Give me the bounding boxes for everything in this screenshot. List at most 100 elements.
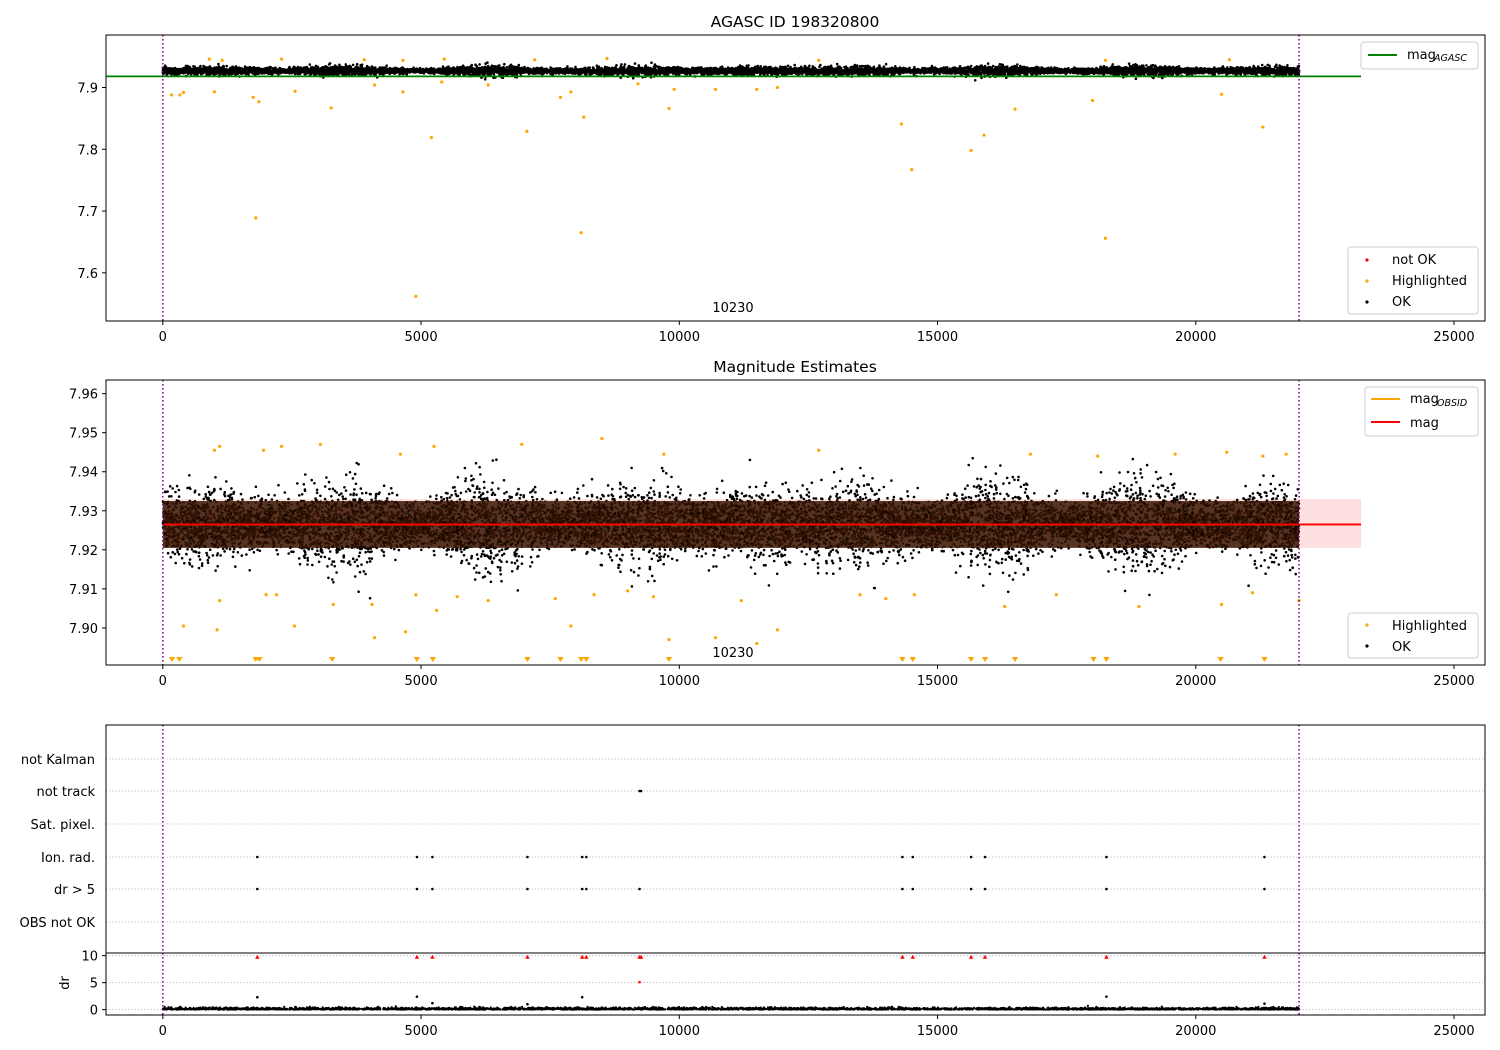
panel2-highlighted-point-40 bbox=[181, 624, 186, 628]
panel1-highlighted-point-9 bbox=[372, 83, 377, 87]
panel1-face bbox=[106, 35, 1485, 321]
panel3-flag-point-3-8 bbox=[969, 855, 973, 859]
panel1-highlighted-point-15 bbox=[525, 129, 529, 133]
panel1-highlighted-high-1 bbox=[220, 58, 224, 62]
panel2-highlighted-point-8 bbox=[600, 436, 604, 441]
panel2-highlighted-point-31 bbox=[858, 593, 862, 597]
legend-highlighted-marker bbox=[1365, 279, 1369, 283]
panel3-flag-point-4-6 bbox=[638, 887, 641, 891]
panel3-flag-point-4-9 bbox=[969, 887, 973, 891]
legend-mag-obsid-label: mag bbox=[1410, 392, 1439, 407]
panel3-dr-mid-point-6 bbox=[526, 1002, 529, 1006]
panel2-axes: 0 5000 10000 15000 20000 25000 7.90 7.91 7.92 7.9… bbox=[69, 379, 1486, 689]
panel1-highlighted-point-10 bbox=[401, 90, 405, 94]
panel1-xtick-label-0: 0 bbox=[159, 330, 167, 345]
panel3-flag-point-4-1 bbox=[415, 887, 419, 891]
panel2-highlighted-point-35 bbox=[1054, 593, 1058, 597]
panel1-highlighted-point-20 bbox=[636, 82, 640, 86]
panel3-row-label-5: OBS not OK bbox=[20, 916, 96, 931]
panel3-dr-clipped-5 bbox=[584, 954, 589, 959]
panel1-highlighted-point-5 bbox=[254, 216, 258, 220]
panel1-highlighted-point-25 bbox=[775, 85, 780, 90]
panel1-ytick-label-2: 7.8 bbox=[77, 143, 98, 158]
panel2-xtick-label-5: 25000 bbox=[1433, 674, 1474, 689]
panel3-row-label-4: dr > 5 bbox=[54, 883, 95, 898]
panel2-highlighted-point-41 bbox=[215, 628, 219, 632]
legend2-ok-marker bbox=[1365, 644, 1369, 648]
panel1-highlighted-point-28 bbox=[969, 148, 973, 153]
panel2-xtick-label-3: 15000 bbox=[917, 674, 958, 689]
legend-ok-marker bbox=[1365, 300, 1369, 304]
panel3-dr-ytick-label-1: 5 bbox=[90, 977, 98, 992]
panel3-dr-clipped-7 bbox=[638, 954, 644, 959]
panel2-xtick-label-1: 5000 bbox=[405, 674, 438, 689]
panel2-highlighted-point-23 bbox=[434, 608, 439, 612]
panel2-xtick-label-4: 20000 bbox=[1175, 674, 1216, 689]
legend-notok-label: not OK bbox=[1392, 253, 1437, 268]
panel2-highlighted-point-22 bbox=[414, 593, 418, 597]
panel3-dr-mid-point-4 bbox=[1105, 995, 1108, 998]
panel3-xtick-label-1: 5000 bbox=[405, 1024, 438, 1039]
panel2-ytick-label-1: 7.91 bbox=[69, 583, 98, 598]
panel1-highlighted-point-11 bbox=[414, 294, 418, 298]
panel2-highlighted-point-2 bbox=[261, 448, 266, 452]
panel2-highlighted-point-43 bbox=[372, 636, 377, 640]
panel3-xtick-label-2: 10000 bbox=[659, 1024, 700, 1039]
panel2-highlighted-point-20 bbox=[331, 602, 335, 607]
panel3-flag-point-4-10 bbox=[983, 887, 987, 891]
panel2-highlighted-point-46 bbox=[667, 638, 671, 642]
panel2-below-range-marker-5 bbox=[413, 657, 421, 662]
panel1-highlighted-point-27 bbox=[910, 168, 914, 172]
panel3-xtick-label-4: 20000 bbox=[1175, 1024, 1216, 1039]
panel2-highlighted-point-18 bbox=[264, 593, 268, 597]
panel2-highlighted-point-4 bbox=[318, 442, 322, 447]
panel3-dr-clipped-4 bbox=[579, 954, 585, 959]
panel3-flag-point-3-3 bbox=[526, 855, 529, 859]
panel3-flag-point-3-0 bbox=[256, 855, 259, 859]
panel1-highlighted-high-8 bbox=[817, 58, 821, 62]
panel2-highlighted-point-5 bbox=[398, 452, 402, 456]
panel1-xtick-label-2: 10000 bbox=[659, 330, 700, 345]
panel2-frame bbox=[105, 379, 1486, 666]
panel3-plot-area bbox=[106, 725, 1485, 1015]
panel2-legend-upper: mag OBSID mag bbox=[1364, 386, 1479, 437]
panel2-highlighted-point-47 bbox=[713, 636, 718, 640]
legend-highlighted-label: Highlighted bbox=[1392, 274, 1467, 289]
panel2-xtick-label-2: 10000 bbox=[659, 674, 700, 689]
panel2-ytick-label-2: 7.92 bbox=[69, 544, 98, 559]
panel2-highlighted-point-33 bbox=[912, 593, 916, 597]
panel3-dr-clipped-8 bbox=[900, 954, 905, 959]
panel3-flag-point-3-5 bbox=[585, 855, 588, 859]
panel2-highlighted-point-24 bbox=[455, 595, 459, 599]
panel1-highlighted-point-29 bbox=[982, 133, 986, 137]
panel1-highlighted-point-30 bbox=[1013, 107, 1017, 111]
panel2-below-range-marker-20 bbox=[1261, 657, 1268, 662]
panel2-highlighted-point-48 bbox=[755, 641, 759, 646]
panel3-xtick-label-5: 25000 bbox=[1433, 1024, 1474, 1039]
panel3-dr-points bbox=[161, 1004, 1301, 1011]
panel3-dr-clipped-12 bbox=[1104, 954, 1109, 959]
panel3-dr-mid-point-5 bbox=[431, 1001, 434, 1005]
panel2-ytick-label-0: 7.90 bbox=[69, 622, 98, 637]
panel2-ytick-label-4: 7.94 bbox=[69, 466, 98, 481]
panel2-below-range-marker-8 bbox=[557, 657, 564, 662]
panel3-flag-point-4-0 bbox=[256, 887, 259, 891]
panel1-highlighted-high-4 bbox=[401, 58, 405, 62]
panel3-flag-point-4-7 bbox=[901, 887, 904, 891]
panel3-dr-mid-point-1 bbox=[415, 995, 419, 998]
panel2-below-range-marker-18 bbox=[1103, 657, 1110, 662]
panel3-dr-clipped-11 bbox=[982, 954, 988, 959]
panel1-highlighted-point-6 bbox=[257, 100, 261, 104]
panel3-flag-point-4-4 bbox=[580, 887, 584, 891]
panel3-background bbox=[106, 725, 1485, 1015]
panel3-dr-mid-point-7 bbox=[1263, 1002, 1266, 1005]
panel1-highlighted-high-9 bbox=[1103, 58, 1107, 62]
panel3-dr-mid-point-3 bbox=[638, 980, 641, 984]
panel3-row-label-3: Ion. rad. bbox=[41, 851, 95, 866]
panel1-highlighted-point-12 bbox=[429, 135, 433, 140]
panel3-dr-clipped-10 bbox=[968, 954, 974, 959]
panel2-ytick-label-6: 7.96 bbox=[69, 388, 98, 403]
panel-agasc: AGASC ID 198320800 0 5000 10000 15000 20000 2… bbox=[77, 13, 1486, 345]
panel3-xtick-label-3: 15000 bbox=[917, 1024, 958, 1039]
